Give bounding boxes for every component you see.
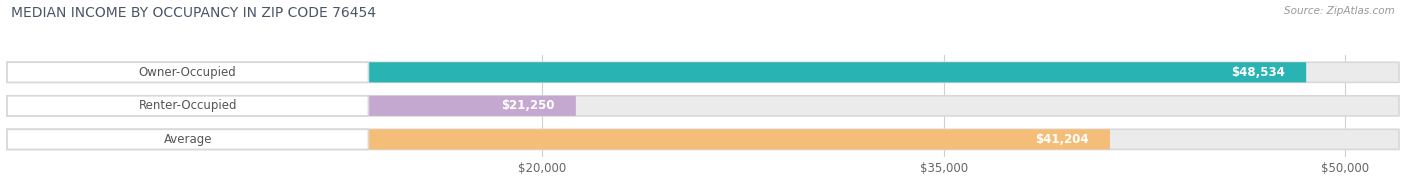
FancyBboxPatch shape	[7, 62, 1306, 82]
FancyBboxPatch shape	[7, 62, 1399, 82]
Text: $41,204: $41,204	[1035, 133, 1088, 146]
Text: $21,250: $21,250	[501, 99, 554, 112]
Text: $48,534: $48,534	[1230, 66, 1285, 79]
FancyBboxPatch shape	[7, 129, 1109, 149]
Text: Owner-Occupied: Owner-Occupied	[139, 66, 236, 79]
FancyBboxPatch shape	[7, 96, 1399, 116]
Text: Source: ZipAtlas.com: Source: ZipAtlas.com	[1284, 6, 1395, 16]
FancyBboxPatch shape	[7, 129, 1399, 149]
Text: Renter-Occupied: Renter-Occupied	[138, 99, 238, 112]
FancyBboxPatch shape	[7, 62, 368, 82]
Text: Average: Average	[163, 133, 212, 146]
Text: MEDIAN INCOME BY OCCUPANCY IN ZIP CODE 76454: MEDIAN INCOME BY OCCUPANCY IN ZIP CODE 7…	[11, 6, 377, 20]
FancyBboxPatch shape	[7, 96, 368, 116]
FancyBboxPatch shape	[7, 96, 576, 116]
FancyBboxPatch shape	[7, 129, 368, 149]
